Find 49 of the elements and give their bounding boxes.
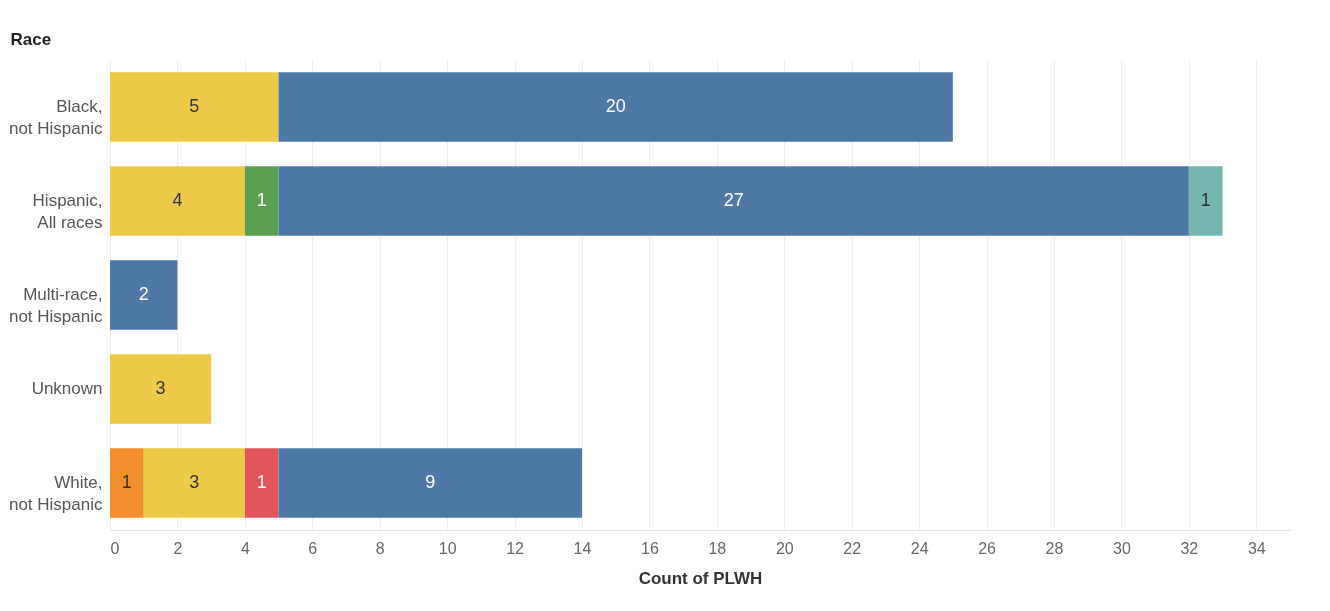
data-label: 1 bbox=[1200, 190, 1211, 210]
data-label: 9 bbox=[425, 472, 436, 492]
y-tick-label: Unknown bbox=[31, 379, 103, 398]
bar bbox=[143, 448, 245, 518]
data-label: 4 bbox=[172, 190, 183, 210]
bar bbox=[110, 354, 212, 424]
bar bbox=[244, 448, 279, 518]
x-tick-label: 10 bbox=[438, 539, 457, 557]
data-label: 2 bbox=[138, 284, 149, 304]
y-axis-title: Race bbox=[10, 29, 52, 49]
x-tick-label: 2 bbox=[173, 539, 183, 557]
bar bbox=[278, 72, 953, 142]
bar bbox=[110, 72, 279, 142]
x-tick-label: 8 bbox=[375, 539, 385, 557]
bar bbox=[244, 166, 279, 236]
bar bbox=[278, 166, 1189, 236]
bar bbox=[110, 260, 178, 330]
data-label: 1 bbox=[256, 472, 267, 492]
x-tick-label: 6 bbox=[308, 539, 318, 557]
x-axis-title: Count of PLWH bbox=[638, 568, 763, 588]
data-label: 1 bbox=[121, 472, 132, 492]
x-tick-label: 14 bbox=[573, 539, 592, 557]
data-label: 27 bbox=[723, 190, 744, 210]
y-tick-label: Black, not Hispanic bbox=[8, 97, 103, 138]
x-tick-label: 26 bbox=[978, 539, 997, 557]
data-label: 5 bbox=[189, 96, 200, 116]
x-tick-label: 18 bbox=[708, 539, 727, 557]
bar bbox=[110, 166, 245, 236]
x-tick-label: 0 bbox=[110, 539, 120, 557]
data-label: 3 bbox=[189, 472, 200, 492]
x-tick-label: 22 bbox=[843, 539, 862, 557]
x-tick-label: 24 bbox=[910, 539, 929, 557]
data-label: 1 bbox=[256, 190, 267, 210]
x-tick-label: 30 bbox=[1113, 539, 1131, 557]
x-tick-label: 34 bbox=[1247, 539, 1266, 557]
x-tick-label: 20 bbox=[775, 539, 794, 557]
bar bbox=[278, 448, 582, 518]
y-tick-label: White, not Hispanic bbox=[8, 473, 103, 514]
x-tick-label: 16 bbox=[641, 539, 659, 557]
bar bbox=[110, 448, 144, 518]
data-label: 20 bbox=[605, 96, 626, 116]
x-tick-label: 32 bbox=[1180, 539, 1199, 557]
x-tick-label: 4 bbox=[240, 539, 250, 557]
x-tick-label: 12 bbox=[506, 539, 525, 557]
bar bbox=[1188, 166, 1223, 236]
y-tick-label: Multi-race, not Hispanic bbox=[8, 285, 103, 326]
y-tick-label: Hispanic, All races bbox=[32, 191, 103, 232]
data-label: 3 bbox=[155, 378, 166, 398]
x-tick-label: 28 bbox=[1045, 539, 1064, 557]
